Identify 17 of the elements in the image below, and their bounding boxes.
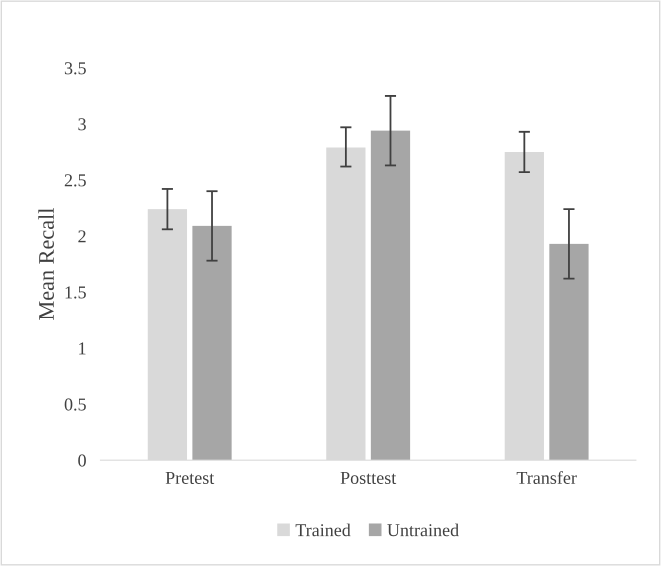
- y-tick-label: 2: [78, 230, 86, 242]
- y-tick-label: 3.5: [64, 62, 86, 74]
- x-tick-label: Pretest: [166, 472, 214, 484]
- x-tick-label: Posttest: [340, 472, 396, 484]
- x-tick-label: Transfer: [516, 471, 577, 484]
- bar: [192, 226, 232, 460]
- bar: [370, 130, 410, 460]
- y-tick-label: 2.5: [64, 174, 86, 187]
- y-axis-title: Mean Recall: [38, 208, 54, 320]
- y-tick-label: 0.5: [64, 398, 86, 411]
- y-tick-label: 0: [78, 454, 86, 467]
- y-tick-label: 1: [79, 342, 86, 354]
- legend-label: Trained: [296, 524, 351, 536]
- legend-label: Untrained: [387, 524, 459, 536]
- y-tick-label: 3: [78, 118, 86, 130]
- bar: [549, 244, 589, 460]
- y-tick-label: 1.5: [66, 286, 86, 299]
